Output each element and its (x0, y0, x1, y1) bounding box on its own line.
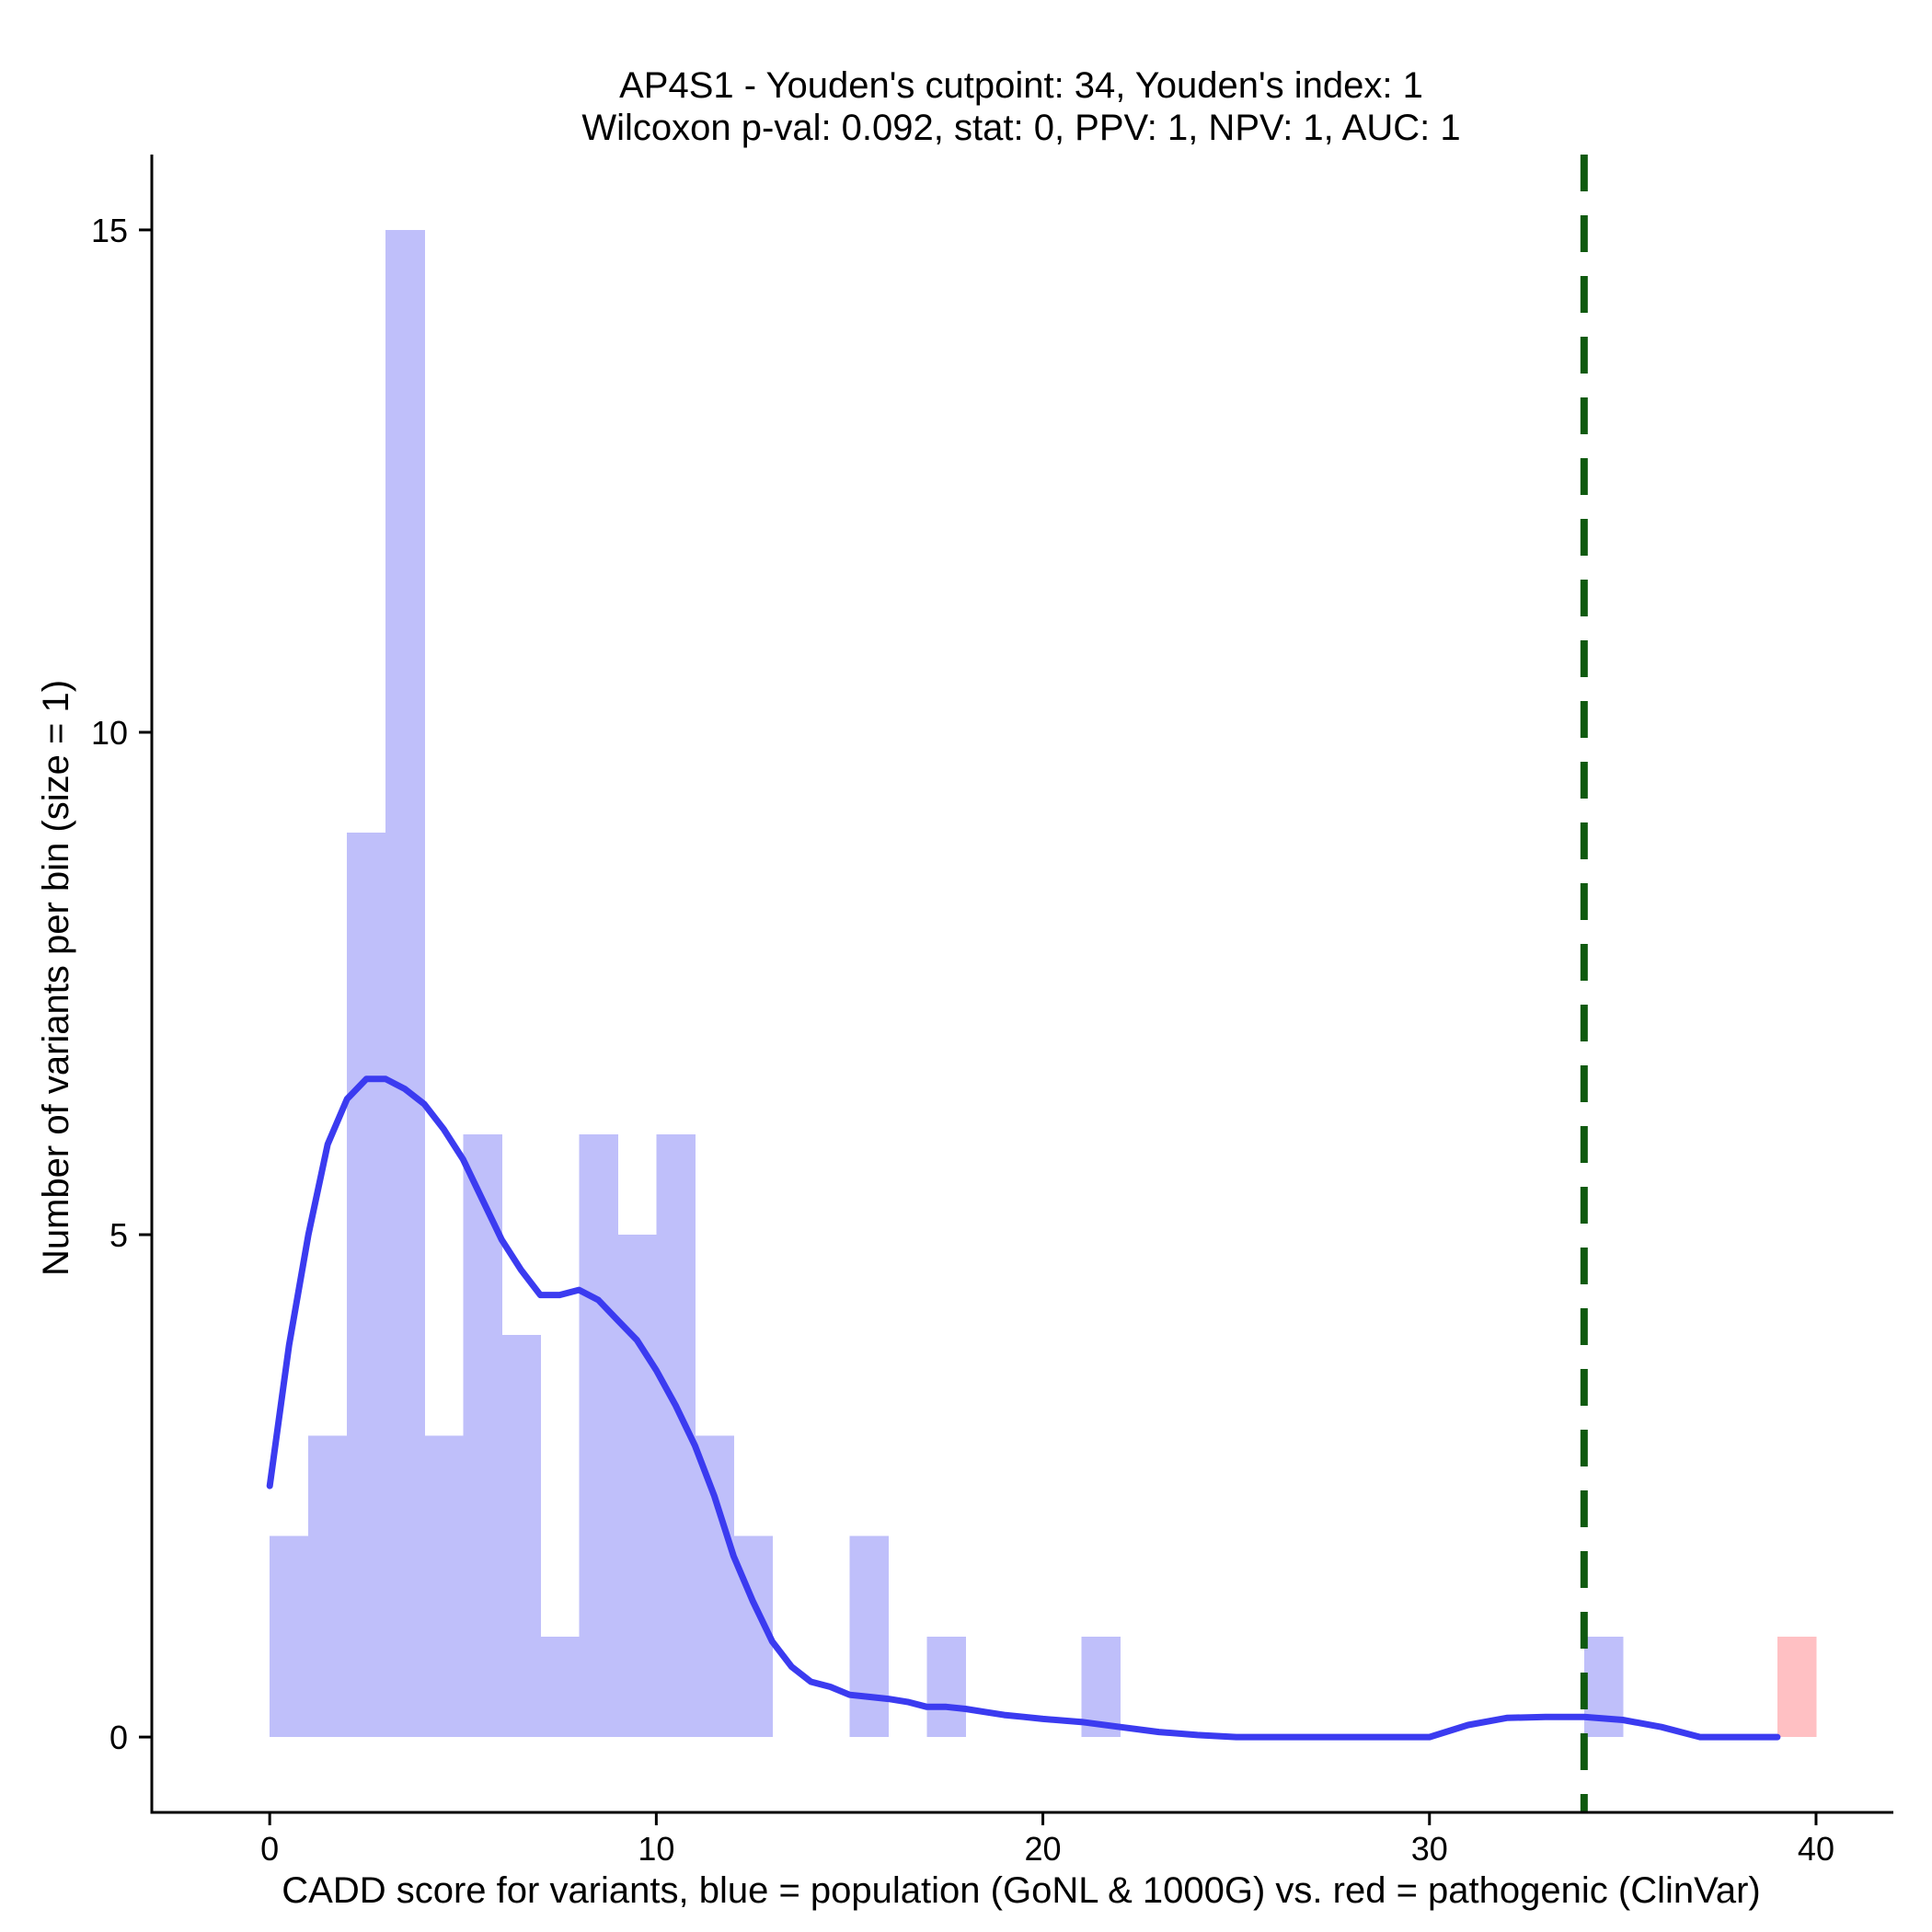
histogram-bar (1777, 1636, 1817, 1738)
histogram-bar (385, 229, 425, 1738)
histogram-bar (501, 1335, 541, 1738)
histogram-bars (270, 229, 1817, 1738)
histogram-bar (308, 1435, 348, 1738)
x-tick-label: 30 (1411, 1830, 1448, 1868)
histogram-bar (849, 1535, 890, 1738)
y-tick-label: 5 (109, 1216, 128, 1254)
y-axis-ticks: 0 5 10 15 (91, 212, 152, 1756)
density-curve (266, 1075, 1781, 1741)
chart-subtitle: Wilcoxon p-val: 0.092, stat: 0, PPV: 1, … (581, 108, 1460, 148)
x-tick-label: 40 (1798, 1830, 1834, 1868)
density-curve-group (266, 1075, 1781, 1741)
histogram-bar (540, 1636, 580, 1738)
histogram-bar (424, 1435, 464, 1738)
x-tick-label: 0 (260, 1830, 279, 1868)
histogram-bar (579, 1133, 618, 1738)
y-tick-label: 10 (91, 714, 128, 752)
histogram-bar (270, 1535, 309, 1738)
chart-title: AP4S1 - Youden's cutpoint: 34, Youden's … (619, 65, 1423, 106)
histogram-bar (695, 1435, 735, 1738)
axes (150, 155, 1893, 1814)
y-axis-label: Number of variants per bin (size = 1) (36, 680, 76, 1276)
histogram-bar (617, 1235, 657, 1738)
x-axis-label: CADD score for variants, blue = populati… (282, 1870, 1760, 1911)
histogram-bar (347, 833, 386, 1738)
histogram-bar (463, 1133, 502, 1738)
y-tick-label: 0 (109, 1719, 128, 1756)
y-tick-label: 15 (91, 212, 128, 249)
x-tick-label: 20 (1025, 1830, 1062, 1868)
histogram-bar (926, 1636, 967, 1738)
x-tick-label: 10 (638, 1830, 674, 1868)
x-axis-ticks: 0 10 20 30 40 (260, 1812, 1834, 1868)
